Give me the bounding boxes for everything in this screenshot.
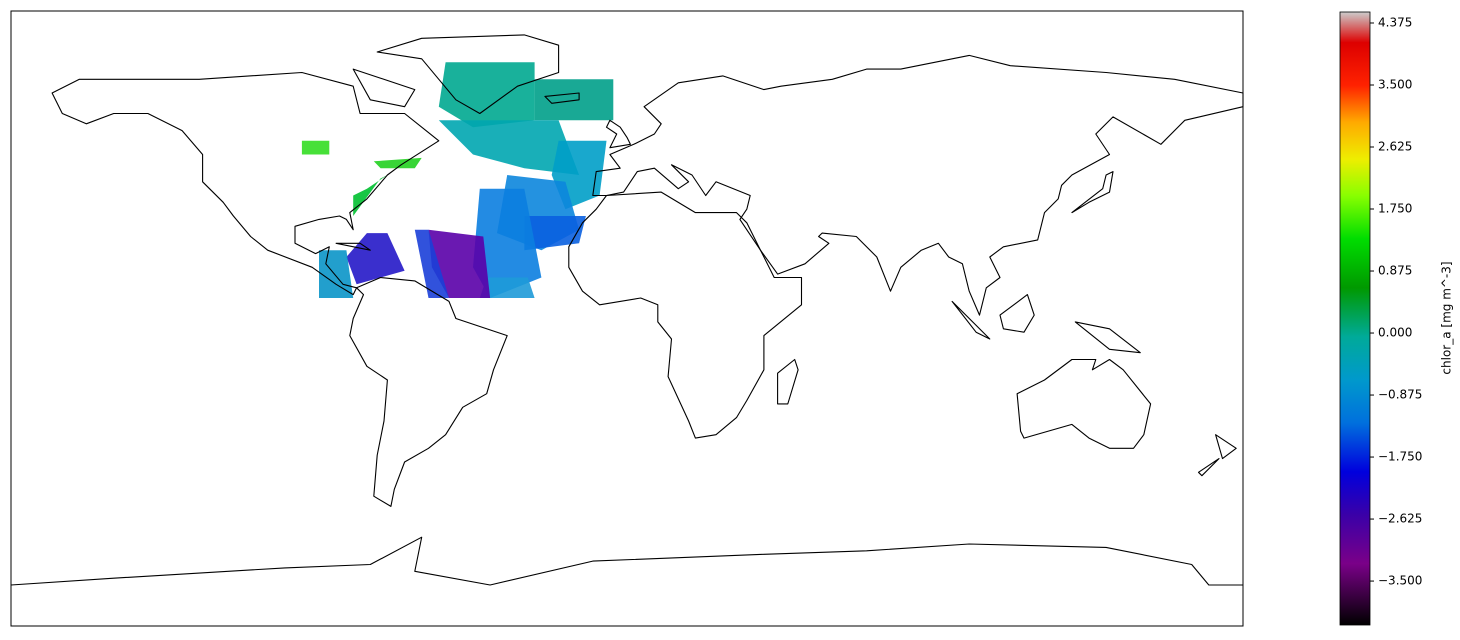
map-frame [10,10,1244,627]
coastline [1215,434,1237,460]
data-swath [524,216,586,251]
coastline [1071,171,1114,214]
coastline [376,34,560,115]
coastline [10,536,1243,586]
colorbar-tick-label: −2.625 [1378,512,1422,526]
coastline [352,68,416,108]
coastlines [10,34,1244,586]
coastline [1197,458,1220,477]
data-swath [473,188,542,298]
colorbar-tick-label: 0.875 [1378,264,1412,278]
data-swath [438,120,580,175]
coastline [1016,358,1152,449]
data-swath [534,79,614,121]
coastline [777,358,799,405]
data-swath [353,175,388,216]
coastline [592,54,1244,316]
colorbar-label: chlor_a [mg m^-3] [1440,261,1454,374]
colorbar-tick-label: 2.625 [1378,140,1412,154]
coastline [605,119,631,149]
coastline [335,242,371,251]
coastline [1074,321,1141,354]
data-swath [373,157,422,169]
colorbar-tick-label: −3.500 [1378,574,1422,588]
colorbar-tick-label: 3.500 [1378,77,1412,91]
colorbar-tick-label: 4.375 [1378,15,1412,29]
coastline [999,294,1035,333]
coastline [349,276,508,507]
colorbar-tick-label: 1.750 [1378,202,1412,216]
colorbar-tick-label: −0.875 [1378,388,1422,402]
colorbar-tick-label: 0.000 [1378,326,1412,340]
data-swath [346,233,405,285]
data-swaths [301,62,614,298]
coastline [568,191,803,439]
data-swath [301,140,330,155]
data-swath [438,62,535,128]
colorbar-tick-label: −1.750 [1378,450,1422,464]
data-swath [414,229,449,298]
data-swath [479,277,535,298]
coastline [951,300,991,340]
coastline [544,92,580,104]
data-swath [319,250,354,298]
data-swath [428,229,491,298]
colorbar [1339,11,1371,626]
coastline [51,71,440,296]
